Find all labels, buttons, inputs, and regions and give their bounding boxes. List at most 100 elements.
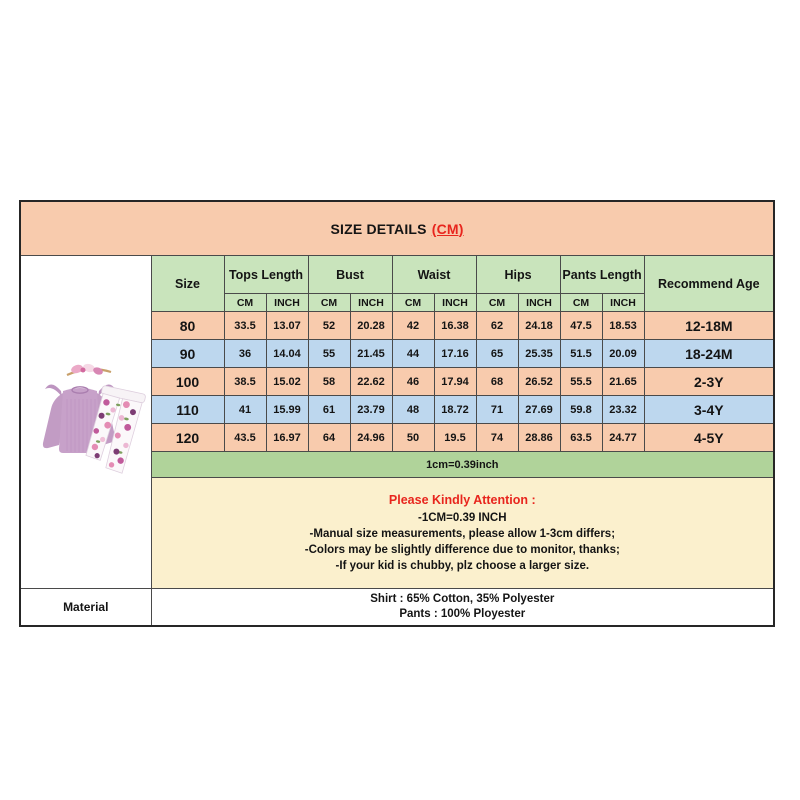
material-row: Material Shirt : 65% Cotton, 35% Polyest…: [19, 588, 775, 627]
column-header-tops-length: Tops Length: [223, 255, 309, 294]
measure-cell: 21.45: [349, 339, 393, 368]
measure-cell: 14.04: [265, 339, 309, 368]
title-row: SIZE DETAILS (CM): [19, 200, 775, 256]
bow-headband: [66, 363, 112, 377]
measure-cell: 15.99: [265, 395, 309, 424]
measure-cell: 43.5: [223, 423, 267, 452]
size-value: 100: [150, 367, 225, 396]
column-header-size: Size: [150, 255, 225, 312]
measure-cell: 17.16: [433, 339, 477, 368]
table-row-size-80: 80 33.5 13.07 52 20.28 42 16.38 62 24.18…: [20, 311, 775, 340]
measure-cell: 24.77: [601, 423, 645, 452]
column-header-hips: Hips: [475, 255, 561, 294]
table-row-size-90: 90 36 14.04 55 21.45 44 17.16 65 25.35 5…: [20, 339, 775, 368]
age-value: 12-18M: [643, 311, 775, 340]
unit-header: CM: [223, 293, 267, 312]
measure-cell: 16.97: [265, 423, 309, 452]
measure-cell: 50: [391, 423, 435, 452]
material-label: Material: [19, 588, 152, 627]
measure-cell: 24.96: [349, 423, 393, 452]
header-row: Size Tops Length Bust Waist Hips Pants L…: [19, 255, 775, 589]
measure-cell: 19.5: [433, 423, 477, 452]
floral-pants: [85, 385, 146, 474]
unit-header: INCH: [349, 293, 393, 312]
measure-cell: 17.94: [433, 367, 477, 396]
column-header-recommend-age: Recommend Age: [643, 255, 775, 312]
measure-cell: 65: [475, 339, 519, 368]
measure-cell: 52: [307, 311, 351, 340]
material-value: Shirt : 65% Cotton, 35% Polyester Pants …: [150, 588, 775, 627]
attention-heading: Please Kindly Attention :: [388, 493, 536, 507]
unit-header: CM: [475, 293, 519, 312]
product-photo: [21, 359, 150, 485]
column-header-bust: Bust: [307, 255, 393, 294]
measure-cell: 63.5: [559, 423, 603, 452]
measure-cell: 64: [307, 423, 351, 452]
measure-cell: 23.79: [349, 395, 393, 424]
title-unit-cm: (CM): [431, 220, 464, 237]
measure-cell: 68: [475, 367, 519, 396]
measure-cell: 44: [391, 339, 435, 368]
measure-cell: 18.53: [601, 311, 645, 340]
size-value: 110: [150, 395, 225, 424]
measure-cell: 33.5: [223, 311, 267, 340]
measure-cell: 61: [307, 395, 351, 424]
attention-line: -Manual size measurements, please allow …: [309, 528, 616, 540]
attention-row: Please Kindly Attention : -1CM=0.39 INCH…: [20, 477, 775, 589]
table-title: SIZE DETAILS (CM): [19, 200, 775, 256]
measure-cell: 24.18: [517, 311, 561, 340]
unit-header: INCH: [265, 293, 309, 312]
age-value: 2-3Y: [643, 367, 775, 396]
measure-cell: 13.07: [265, 311, 309, 340]
unit-header: INCH: [601, 293, 645, 312]
measure-cell: 38.5: [223, 367, 267, 396]
column-header-waist: Waist: [391, 255, 477, 294]
measure-cell: 20.09: [601, 339, 645, 368]
conversion-note-row: 1cm=0.39inch: [20, 451, 775, 478]
measure-cell: 23.32: [601, 395, 645, 424]
unit-header: CM: [307, 293, 351, 312]
measure-cell: 21.65: [601, 367, 645, 396]
measure-cell: 55.5: [559, 367, 603, 396]
column-header-pants-length: Pants Length: [559, 255, 645, 294]
unit-header: INCH: [517, 293, 561, 312]
material-pants: Pants : 100% Ployester: [399, 608, 526, 620]
age-value: 3-4Y: [643, 395, 775, 424]
age-value: 18-24M: [643, 339, 775, 368]
measure-cell: 58: [307, 367, 351, 396]
measure-cell: 16.38: [433, 311, 477, 340]
measure-cell: 71: [475, 395, 519, 424]
age-value: 4-5Y: [643, 423, 775, 452]
unit-header: CM: [559, 293, 603, 312]
material-shirt: Shirt : 65% Cotton, 35% Polyester: [370, 593, 555, 605]
attention-line: -If your kid is chubby, plz choose a lar…: [335, 560, 590, 572]
measure-cell: 15.02: [265, 367, 309, 396]
measure-cell: 25.35: [517, 339, 561, 368]
title-text: SIZE DETAILS: [330, 220, 427, 237]
measure-cell: 55: [307, 339, 351, 368]
outfit-illustration: [42, 363, 146, 474]
measure-cell: 47.5: [559, 311, 603, 340]
attention-line: -Colors may be slightly difference due t…: [304, 544, 620, 556]
table-row-size-100: 100 38.5 15.02 58 22.62 46 17.94 68 26.5…: [20, 367, 775, 396]
measure-cell: 22.62: [349, 367, 393, 396]
measure-cell: 36: [223, 339, 267, 368]
measure-cell: 62: [475, 311, 519, 340]
measure-cell: 41: [223, 395, 267, 424]
measure-cell: 51.5: [559, 339, 603, 368]
size-value: 90: [150, 339, 225, 368]
attention-note: Please Kindly Attention : -1CM=0.39 INCH…: [150, 477, 775, 589]
measure-cell: 48: [391, 395, 435, 424]
measure-cell: 42: [391, 311, 435, 340]
size-value: 80: [150, 311, 225, 340]
table-row-size-110: 110 41 15.99 61 23.79 48 18.72 71 27.69 …: [20, 395, 775, 424]
product-photo-cell: [19, 255, 152, 589]
measure-cell: 20.28: [349, 311, 393, 340]
attention-line: -1CM=0.39 INCH: [418, 512, 507, 524]
measure-cell: 18.72: [433, 395, 477, 424]
measure-cell: 74: [475, 423, 519, 452]
measure-cell: 28.86: [517, 423, 561, 452]
measure-cell: 27.69: [517, 395, 561, 424]
size-details-table: SIZE DETAILS (CM): [19, 200, 776, 627]
